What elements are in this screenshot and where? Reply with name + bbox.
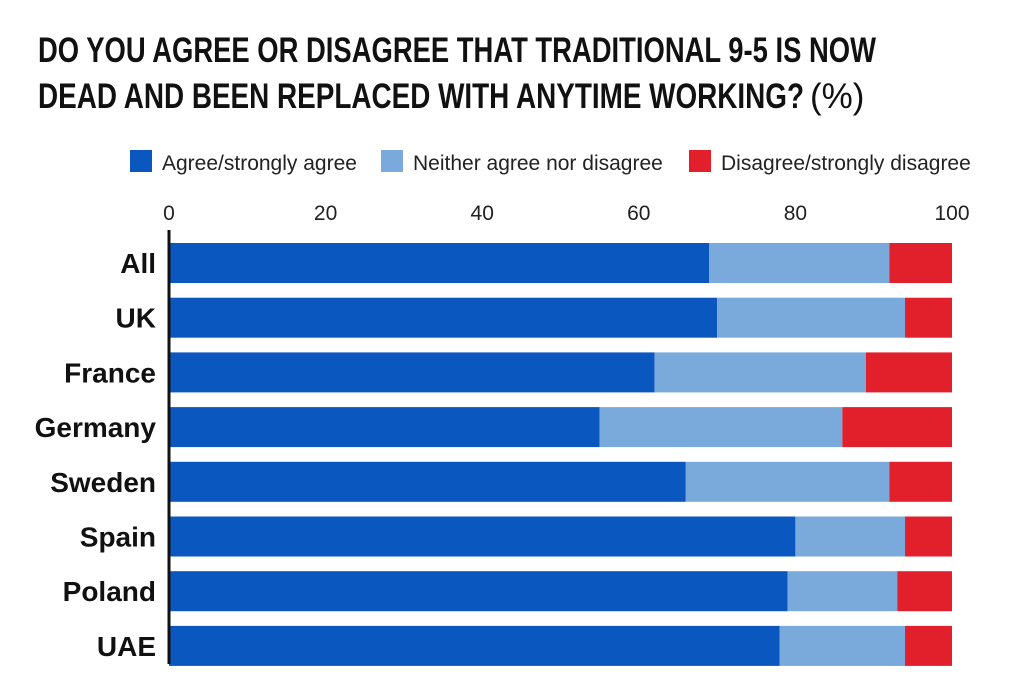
- bar-poland-series-2: [787, 571, 898, 612]
- x-tick-label-20: 20: [314, 202, 337, 225]
- legend-swatch-2: [381, 150, 403, 172]
- legend-label-2: Neither agree nor disagree: [413, 152, 663, 175]
- x-tick-label-40: 40: [471, 202, 494, 225]
- bar-sweden-series-3: [889, 461, 952, 502]
- chart-title: DO YOU AGREE OR DISAGREE THAT TRADITIONA…: [38, 31, 876, 116]
- bar-poland-series-1: [169, 571, 788, 612]
- bar-spain-series-1: [169, 516, 796, 557]
- chart-legend: Agree/strongly agree Neither agree nor di…: [130, 150, 971, 175]
- x-tick-label-80: 80: [784, 202, 807, 225]
- bar-uae-series-2: [779, 625, 906, 666]
- category-label-uae: UAE: [97, 631, 156, 662]
- legend-swatch-3: [689, 150, 711, 172]
- category-label-germany: Germany: [35, 412, 157, 443]
- bar-france-series-1: [169, 352, 655, 393]
- bar-germany-series-2: [599, 407, 843, 448]
- bar-germany-series-1: [169, 407, 600, 448]
- x-tick-label-0: 0: [163, 202, 175, 225]
- bar-uk-series-1: [169, 297, 718, 338]
- bar-all-series-1: [169, 243, 710, 283]
- category-label-all: All: [120, 248, 156, 279]
- bar-uae-series-1: [169, 625, 780, 666]
- bar-spain-series-2: [795, 516, 906, 557]
- category-label-france: France: [64, 357, 156, 388]
- category-label-poland: Poland: [63, 576, 156, 607]
- bar-all-series-3: [889, 243, 952, 283]
- bar-sweden-series-2: [685, 461, 890, 502]
- bar-sweden-series-1: [169, 461, 686, 502]
- x-tick-label-100: 100: [934, 202, 969, 225]
- bar-germany-series-3: [842, 407, 952, 448]
- legend-swatch-1: [130, 150, 152, 172]
- bar-uk-series-3: [905, 297, 952, 338]
- bar-uae-series-3: [905, 625, 952, 666]
- x-axis-ticks: 0 20 40 60 80 100: [163, 202, 969, 225]
- category-label-spain: Spain: [80, 522, 156, 553]
- chart-title-line-2: DEAD AND BEEN REPLACED WITH ANYTIME WORK…: [38, 77, 804, 116]
- bar-poland-series-3: [897, 571, 952, 612]
- bar-spain-series-3: [905, 516, 952, 557]
- bar-france-series-2: [654, 352, 866, 393]
- category-labels: All UK France Germany Sweden Spain Poland UAE: [35, 248, 157, 662]
- category-label-sweden: Sweden: [50, 467, 156, 498]
- category-label-uk: UK: [116, 303, 156, 334]
- chart-title-line-1: DO YOU AGREE OR DISAGREE THAT TRADITIONA…: [38, 31, 876, 70]
- bar-france-series-3: [865, 352, 952, 393]
- bar-uk-series-2: [717, 297, 906, 338]
- legend-label-1: Agree/strongly agree: [162, 152, 357, 175]
- legend-label-3: Disagree/strongly disagree: [721, 152, 971, 175]
- bar-area: [169, 243, 952, 666]
- x-tick-label-60: 60: [627, 202, 650, 225]
- chart-title-unit: (%): [810, 77, 864, 116]
- bar-all-series-2: [709, 243, 890, 283]
